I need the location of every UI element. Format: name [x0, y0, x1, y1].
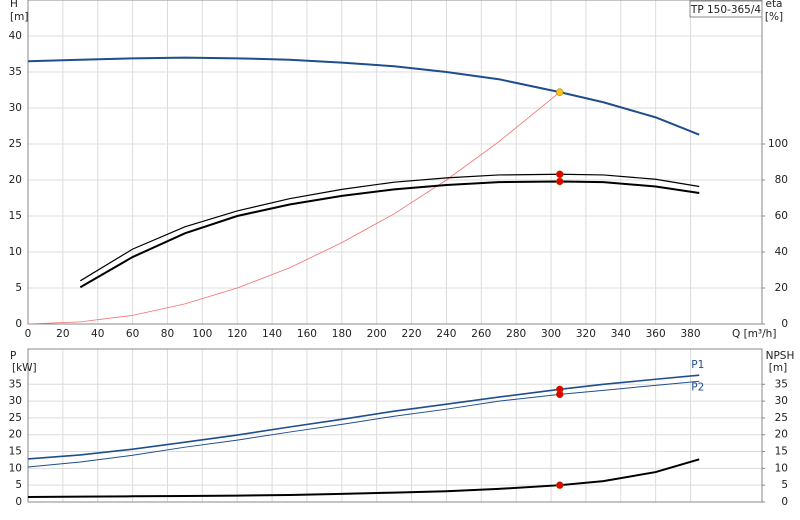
y2-tick-label: 15: [775, 446, 788, 458]
y2-tick-label: 20: [775, 429, 788, 441]
series-line: [27, 56, 700, 136]
operating-point: [556, 170, 564, 178]
x-tick-label: 200: [367, 328, 387, 340]
operating-point: [556, 390, 564, 399]
y-tick-label: 5: [15, 479, 22, 491]
series-line: [27, 380, 700, 468]
operating-point: [556, 88, 564, 96]
y-tick-label: 0: [15, 318, 22, 330]
y-tick-label: 15: [9, 210, 22, 222]
y-tick-label: 30: [9, 102, 22, 114]
y2-tick-label: 25: [775, 412, 788, 424]
series-label: P1: [691, 359, 704, 371]
x-tick-label: 120: [227, 328, 247, 340]
y2-tick-label: 40: [775, 246, 788, 258]
x-tick-label: 140: [262, 328, 282, 340]
y2-tick-label: 100: [768, 138, 788, 150]
y-tick-label: 20: [9, 174, 22, 186]
x-tick-label: 160: [297, 328, 317, 340]
x-tick-label: 300: [541, 328, 561, 340]
y2-tick-label: 0: [781, 318, 788, 330]
y-tick-label: 40: [9, 30, 22, 42]
y-tick-label: 10: [9, 246, 22, 258]
y2-axis-label: eta: [765, 0, 782, 10]
x-tick-label: 360: [646, 328, 666, 340]
x-tick-label: 0: [25, 328, 32, 340]
operating-point: [556, 177, 564, 186]
x-tick-label: 220: [402, 328, 422, 340]
series-line: [27, 374, 700, 460]
plot-frame: [27, 348, 763, 503]
x-tick-label: 260: [471, 328, 491, 340]
y-tick-label: 0: [15, 496, 22, 508]
y-axis-unit: [m]: [10, 11, 28, 23]
x-tick-label: 380: [680, 328, 700, 340]
y-tick-label: 30: [9, 395, 22, 407]
y2-tick-label: 30: [775, 395, 788, 407]
y2-tick-label: 60: [775, 210, 788, 222]
y2-tick-label: 0: [781, 496, 788, 508]
y2-tick-label: 20: [775, 282, 788, 294]
y-tick-label: 25: [9, 412, 22, 424]
operating-point: [556, 481, 564, 489]
y2-tick-label: 10: [775, 462, 788, 474]
y-axis-unit: [kW]: [12, 362, 37, 374]
y-tick-label: 5: [15, 282, 22, 294]
x-tick-label: 240: [436, 328, 456, 340]
x-tick-label: 60: [126, 328, 139, 340]
y2-axis-unit: [%]: [765, 11, 783, 23]
y2-tick-label: 35: [775, 378, 788, 390]
plot-frame: [27, 0, 763, 325]
model-label: TP 150-365/4: [690, 4, 761, 16]
model-badge: [689, 0, 763, 18]
y2-axis-label: NPSH: [766, 350, 795, 362]
series-line: [27, 91, 561, 325]
y2-tick-label: 80: [775, 174, 788, 186]
y-tick-label: 15: [9, 446, 22, 458]
series-line: [79, 180, 700, 289]
x-tick-label: 180: [332, 328, 352, 340]
y2-tick-label: 5: [781, 479, 788, 491]
x-tick-label: 40: [91, 328, 104, 340]
series-line: [27, 458, 700, 498]
y-tick-label: 10: [9, 462, 22, 474]
x-tick-label: 20: [56, 328, 69, 340]
y-tick-label: 20: [9, 429, 22, 441]
series-line: [79, 173, 700, 282]
x-tick-label: 320: [576, 328, 596, 340]
x-axis-label: Q [m³/h]: [732, 328, 776, 340]
x-tick-label: 280: [506, 328, 526, 340]
y-tick-label: 35: [9, 66, 22, 78]
x-tick-label: 100: [192, 328, 212, 340]
y-tick-label: 25: [9, 138, 22, 150]
y-tick-label: 35: [9, 378, 22, 390]
y2-axis-unit: [m]: [769, 362, 787, 374]
y-axis-label: P: [10, 350, 16, 362]
x-tick-label: 340: [611, 328, 631, 340]
series-label: P2: [691, 381, 704, 393]
x-tick-label: 80: [161, 328, 174, 340]
y-axis-label: H: [10, 0, 18, 10]
